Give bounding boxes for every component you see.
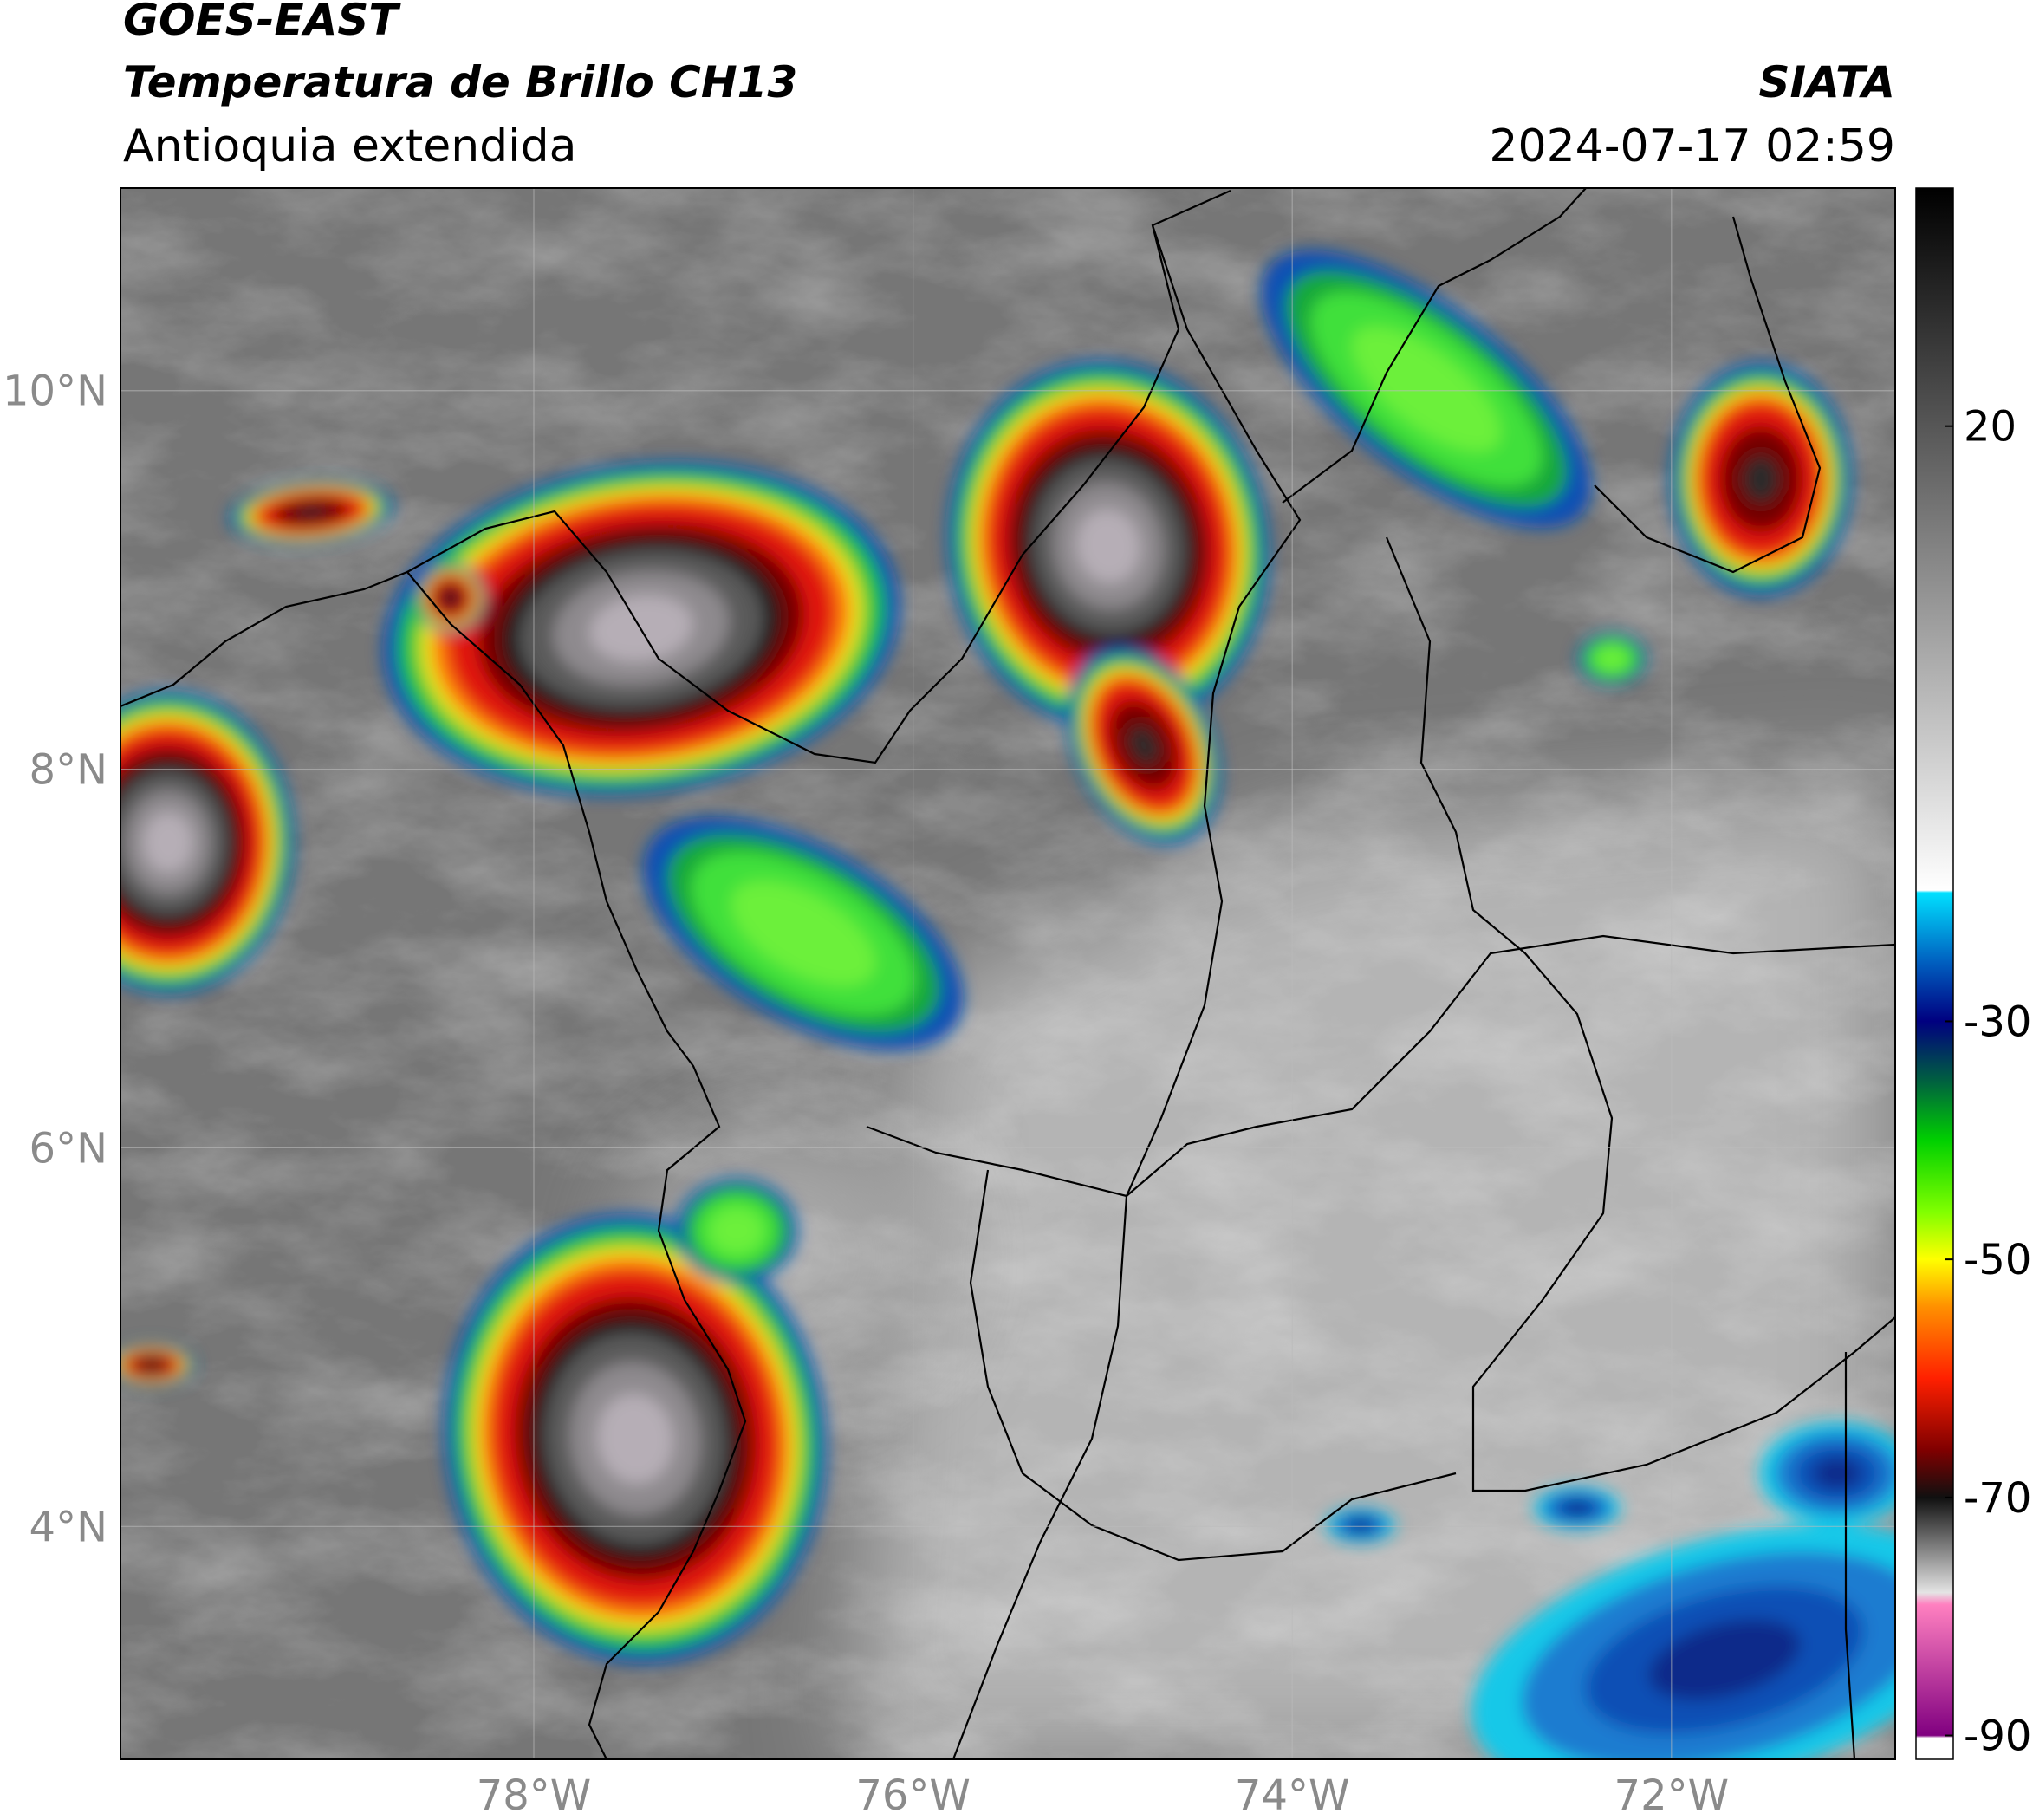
tick-labels: 78°W 76°W 74°W 72°W 4°N 6°N 8°N 10°N 20 -30 -50 -70… [3,367,2031,1820]
map-area [120,188,1895,1759]
title: GOES-EAST [123,0,401,45]
cloud-layer [1564,1501,1590,1515]
lat-tick-label: 4°N [29,1503,107,1551]
cloud-layer [1648,1619,1801,1700]
lat-tick-label: 8°N [29,746,107,795]
colorbar-tick-label: -30 [1964,998,2031,1046]
cloud-layer [596,1394,674,1484]
lon-tick-label: 74°W [1235,1771,1350,1820]
border [866,934,1895,1198]
colorbar-ramp [1915,187,1954,1760]
border [952,224,1302,1759]
coastline [406,189,1231,764]
border [1385,536,1895,1492]
lon-tick-label: 72°W [1614,1771,1730,1820]
lat-tick-label: 10°N [3,367,107,416]
cloud-layer [709,1207,764,1254]
cloud-tops [120,250,1895,1759]
datetime: 2024-07-17 02:59 [1489,120,1895,172]
region: Antioquia extendida [123,120,577,172]
border [1844,1352,1856,1759]
cloud-layer [1814,1458,1861,1489]
cloud-layer [1352,326,1501,452]
colorbar-tick-label: -50 [1964,1236,2031,1284]
cloud-layer [444,591,458,605]
subtitle: Temperatura de Brillo CH13 [123,57,797,107]
cloud-layer [143,812,193,873]
lon-tick-label: 76°W [855,1771,971,1820]
colorbar-tick-label: -90 [1964,1713,2031,1761]
cloud-layer [731,881,875,986]
graticule [120,188,1895,1759]
border [969,1169,1457,1562]
cloud-layer [1743,456,1779,503]
colorbar [1915,187,1954,1760]
map-frame [120,187,1896,1760]
cloud-layer [1075,509,1141,583]
source: SIATA [1759,57,1895,107]
coastline [1594,216,1822,574]
coastline [120,570,747,1759]
cloud-layer [295,505,328,519]
cloud-layer [143,1361,160,1369]
lat-tick-label: 6°N [29,1124,107,1173]
cloud-layer [1596,647,1627,671]
cloud-layer [1128,725,1159,765]
cloud-layer [1350,1520,1371,1531]
colorbar-tick-label: 20 [1964,403,2017,452]
borders [120,188,1895,1759]
colorbar-tick-label: -70 [1964,1474,2031,1523]
lon-tick-label: 78°W [477,1771,592,1820]
border [1282,188,1587,504]
